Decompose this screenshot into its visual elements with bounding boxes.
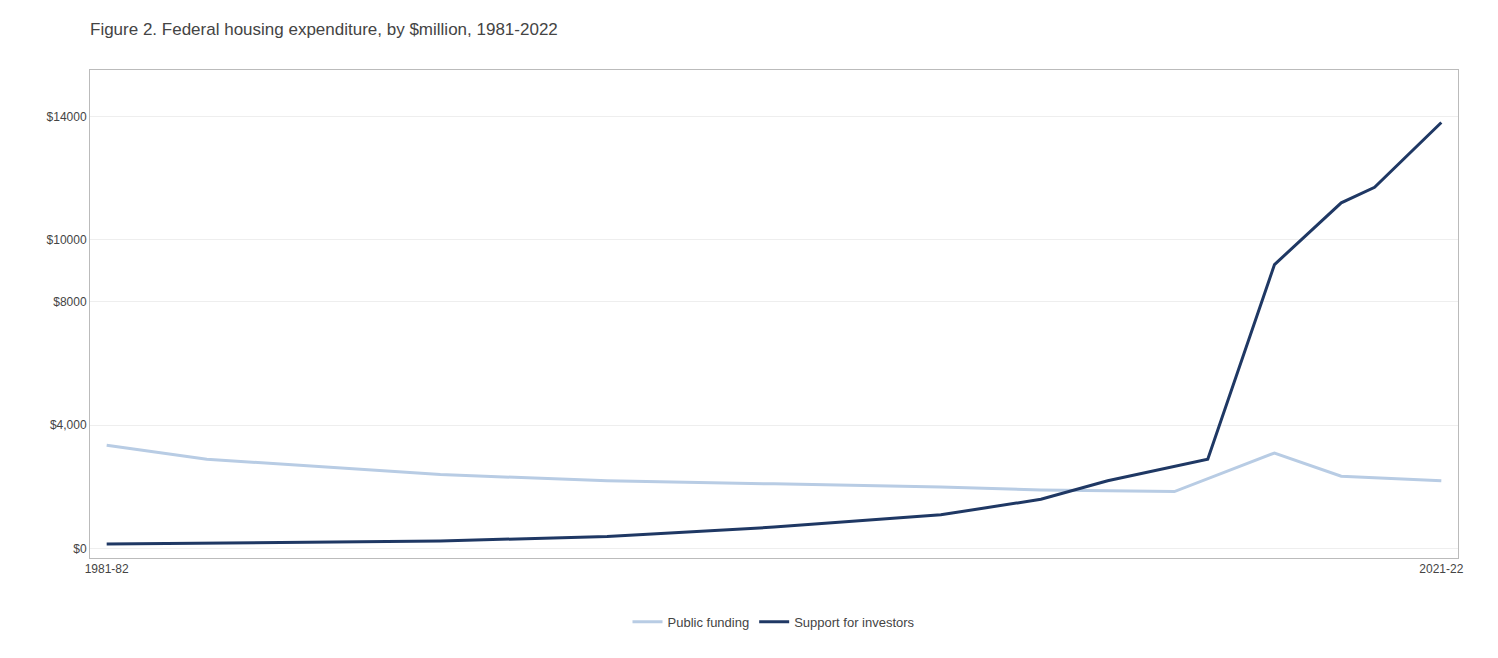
svg-text:$10000: $10000 (47, 233, 87, 247)
svg-text:$4,000: $4,000 (50, 418, 87, 432)
svg-text:$0: $0 (73, 542, 87, 556)
svg-text:Public funding: Public funding (668, 615, 750, 630)
svg-text:Figure 2. Federal housing expe: Figure 2. Federal housing expenditure, b… (90, 20, 558, 39)
svg-text:Support for investors: Support for investors (794, 615, 914, 630)
svg-text:$14000: $14000 (47, 110, 87, 124)
svg-text:2021-22: 2021-22 (1419, 562, 1463, 576)
svg-text:$8000: $8000 (53, 295, 87, 309)
svg-text:1981-82: 1981-82 (85, 562, 129, 576)
